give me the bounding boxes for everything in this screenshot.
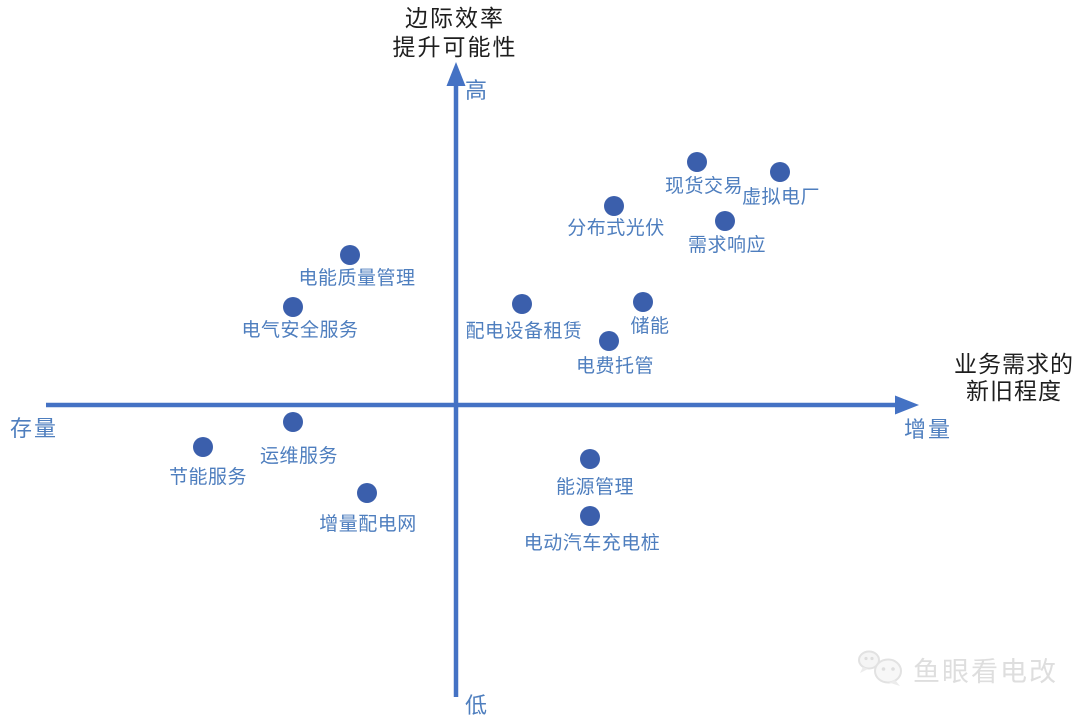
- y-axis-max-label: 高: [465, 78, 490, 103]
- data-point-dot: [599, 331, 619, 351]
- data-point-dot: [580, 449, 600, 469]
- x-axis-title-line2: 新旧程度: [966, 378, 1062, 404]
- data-point-dot: [687, 152, 707, 172]
- data-point-label: 储能: [630, 316, 670, 337]
- x-axis-title: 业务需求的 新旧程度: [954, 351, 1074, 405]
- data-point-label: 能源管理: [555, 477, 635, 498]
- data-point-dot: [580, 506, 600, 526]
- data-point-label: 需求响应: [687, 235, 767, 256]
- data-point-label: 增量配电网: [319, 514, 417, 535]
- y-axis-title: 边际效率 提升可能性: [393, 4, 518, 62]
- x-axis-title-line1: 业务需求的: [954, 351, 1074, 377]
- data-point-label: 运维服务: [259, 446, 339, 467]
- data-point-dot: [512, 294, 532, 314]
- data-point-label: 分布式光伏: [567, 218, 665, 239]
- data-point-label: 现货交易: [664, 176, 744, 197]
- data-point-dot: [604, 196, 624, 216]
- watermark: 鱼眼看电改: [856, 648, 1058, 690]
- data-point-dot: [340, 245, 360, 265]
- y-axis-title-line2: 提升可能性: [392, 34, 518, 60]
- data-point-dot: [770, 162, 790, 182]
- data-point-dot: [357, 483, 377, 503]
- y-axis-title-line1: 边际效率: [405, 5, 505, 31]
- data-point-dot: [715, 211, 735, 231]
- data-point-dot: [633, 292, 653, 312]
- data-point-dot: [193, 437, 213, 457]
- data-point-label: 节能服务: [168, 467, 248, 488]
- data-point-label: 电费托管: [575, 356, 655, 377]
- watermark-text: 鱼眼看电改: [913, 656, 1058, 687]
- data-point-dot: [283, 297, 303, 317]
- data-point-label: 虚拟电厂: [741, 187, 821, 208]
- x-axis-min-label: 存量: [10, 416, 59, 441]
- data-point-label: 电能质量管理: [298, 268, 416, 289]
- y-axis-arrow-icon: [446, 62, 466, 86]
- x-axis-max-label: 增量: [904, 417, 953, 442]
- data-point-label: 电气安全服务: [241, 320, 359, 341]
- data-point-label: 电动汽车充电桩: [523, 533, 661, 554]
- y-axis-min-label: 低: [465, 693, 490, 718]
- data-point-label: 配电设备租赁: [465, 321, 583, 342]
- wechat-icon: [858, 650, 902, 686]
- data-point-dot: [283, 412, 303, 432]
- x-axis-arrow-icon: [895, 395, 919, 415]
